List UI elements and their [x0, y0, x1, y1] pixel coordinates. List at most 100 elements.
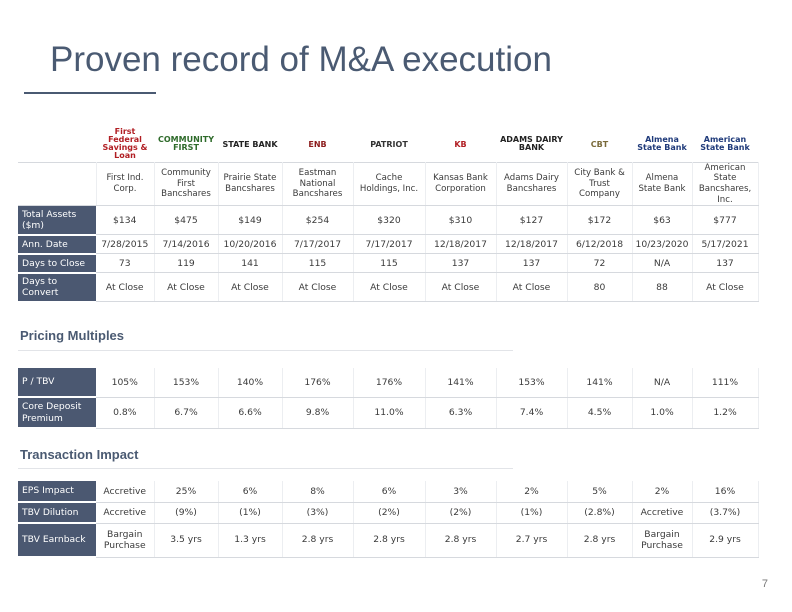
table-cell: 2.8 yrs — [425, 523, 497, 558]
page-title: Proven record of M&A execution — [50, 40, 552, 79]
table-cell: 176% — [282, 368, 354, 398]
logo-cell: First Federal Savings & Loan — [96, 128, 154, 162]
logo-cell: STATE BANK — [218, 128, 282, 162]
table-cell: 2.8 yrs — [353, 523, 426, 558]
pricing-multiples-heading: Pricing Multiples — [20, 328, 125, 343]
eastman-logo: ENB — [308, 140, 327, 149]
table-cell: Accretive — [96, 502, 155, 524]
table-cell: 5/17/2021 — [692, 234, 759, 255]
table-cell: $127 — [496, 205, 568, 236]
table-cell: 2.7 yrs — [496, 523, 568, 558]
table-cell: 6% — [218, 481, 283, 503]
company-name: Almena State Bank — [632, 161, 693, 207]
table-cell: Bargain Purchase — [632, 523, 693, 558]
table-cell: 6/12/2018 — [567, 234, 633, 255]
table-cell: N/A — [632, 253, 693, 274]
company-name: First Ind. Corp. — [96, 161, 155, 207]
logo-cell: ADAMS DAIRY BANK — [496, 128, 567, 162]
title-underline — [24, 92, 156, 94]
table-cell: 6.3% — [425, 397, 497, 429]
table-cell: 2.9 yrs — [692, 523, 759, 558]
table-cell: $63 — [632, 205, 693, 236]
table-cell: $475 — [154, 205, 219, 236]
table-cell: 140% — [218, 368, 283, 398]
table-cell: At Close — [425, 272, 497, 303]
table-cell: $777 — [692, 205, 759, 236]
table-cell: 80 — [567, 272, 633, 303]
table-row: TBV Earnback Bargain Purchase 3.5 yrs 1.3 y… — [18, 523, 759, 558]
table-cell: 6.7% — [154, 397, 219, 429]
table-cell: 1.2% — [692, 397, 759, 429]
company-name: Cache Holdings, Inc. — [353, 161, 426, 207]
table-cell: 6% — [353, 481, 426, 503]
logo-cell: KB — [425, 128, 496, 162]
table-cell: (1%) — [496, 502, 568, 524]
company-name: American State Bancshares, Inc. — [692, 161, 759, 207]
logo-cell: CBT — [567, 128, 632, 162]
table-row: Days to Convert At Close At Close At Close A… — [18, 272, 759, 303]
row-label: TBV Earnback — [18, 523, 96, 558]
table-row: Total Assets ($m) $134 $475 $149 $254 $320 $31… — [18, 205, 759, 236]
impact-heading-rule — [18, 468, 513, 469]
table-cell: 141% — [425, 368, 497, 398]
table-cell: At Close — [353, 272, 426, 303]
company-name: Kansas Bank Corporation — [425, 161, 497, 207]
table-cell: (1%) — [218, 502, 283, 524]
logo-cell: PATRIOT — [353, 128, 425, 162]
table-cell: 119 — [154, 253, 219, 274]
table-cell: 2.8 yrs — [567, 523, 633, 558]
table-cell: 7.4% — [496, 397, 568, 429]
table-cell: (3.7%) — [692, 502, 759, 524]
table-cell: (2%) — [353, 502, 426, 524]
table-cell: 4.5% — [567, 397, 633, 429]
table-cell: Accretive — [632, 502, 693, 524]
table-cell: At Close — [282, 272, 354, 303]
table-cell: 7/17/2017 — [282, 234, 354, 255]
table-cell: 7/17/2017 — [353, 234, 426, 255]
table-cell: 5% — [567, 481, 633, 503]
table-cell: (3%) — [282, 502, 354, 524]
table-cell: 137 — [692, 253, 759, 274]
row-label: Days to Close — [18, 253, 96, 274]
company-name: Adams Dairy Bancshares — [496, 161, 568, 207]
table-cell: 141 — [218, 253, 283, 274]
table-cell: 72 — [567, 253, 633, 274]
table-cell: 111% — [692, 368, 759, 398]
community-first-logo: COMMUNITY FIRST — [157, 135, 214, 152]
table-cell: 7/28/2015 — [96, 234, 155, 255]
table-cell: 0.8% — [96, 397, 155, 429]
table-cell: 2% — [632, 481, 693, 503]
american-state-logo: American State Bank — [700, 135, 750, 152]
city-bank-logo: CBT — [590, 140, 609, 149]
table-row: Core Deposit Premium 0.8% 6.7% 6.6% 9.8% 11.0… — [18, 397, 759, 429]
company-name: City Bank & Trust Company — [567, 161, 633, 207]
row-label: Total Assets ($m) — [18, 205, 96, 236]
table-cell: 141% — [567, 368, 633, 398]
row-label: EPS Impact — [18, 481, 96, 503]
table-cell: $134 — [96, 205, 155, 236]
table-cell: 176% — [353, 368, 426, 398]
page-number: 7 — [761, 578, 768, 590]
table-cell: 16% — [692, 481, 759, 503]
table-cell: 137 — [425, 253, 497, 274]
prairie-state-logo: STATE BANK — [222, 140, 278, 149]
patriot-logo: PATRIOT — [370, 140, 408, 149]
table-cell: 25% — [154, 481, 219, 503]
table-cell: $254 — [282, 205, 354, 236]
table-cell: At Close — [154, 272, 219, 303]
row-label: Core Deposit Premium — [18, 397, 96, 429]
table-cell: 137 — [496, 253, 568, 274]
pricing-heading-rule — [18, 350, 513, 351]
table-cell: 153% — [154, 368, 219, 398]
logo-row: First Federal Savings & Loan COMMUNITY FI… — [18, 128, 758, 162]
table-cell: 11.0% — [353, 397, 426, 429]
table-cell: $172 — [567, 205, 633, 236]
table-cell: (2%) — [425, 502, 497, 524]
table-row: Days to Close 73 119 141 115 115 137 137 72 N/A 13… — [18, 253, 759, 274]
table-cell: 1.3 yrs — [218, 523, 283, 558]
table-cell: 7/14/2016 — [154, 234, 219, 255]
table-cell: Accretive — [96, 481, 155, 503]
company-name: Prairie State Bancshares — [218, 161, 283, 207]
table-cell: 153% — [496, 368, 568, 398]
transaction-impact-heading: Transaction Impact — [20, 447, 139, 462]
